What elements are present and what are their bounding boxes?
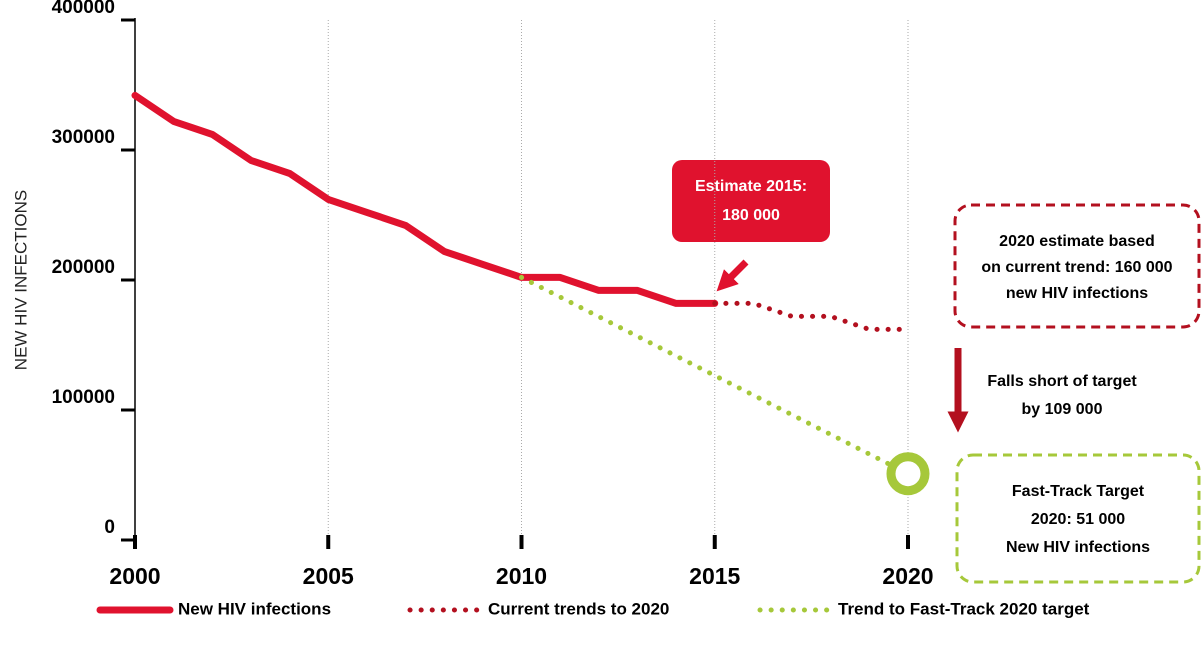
annotation-text: Fast-Track Target <box>1012 483 1145 500</box>
annotation-text: on current trend: 160 000 <box>981 259 1172 276</box>
annotation-text: 2020: 51 000 <box>1031 511 1125 528</box>
current-trend-box <box>953 203 1201 329</box>
series-line <box>131 91 719 307</box>
legend-label: Trend to Fast-Track 2020 target <box>838 599 1090 618</box>
x-tick-label: 2000 <box>109 563 160 589</box>
target-marker <box>886 452 930 496</box>
x-tick-label: 2005 <box>303 563 354 589</box>
annotation-text: Falls short of target <box>987 373 1137 390</box>
y-axis-label: NEW HIV INFECTIONS <box>11 190 30 370</box>
annotation-text: Estimate 2015: <box>695 178 807 195</box>
estimate-arrow <box>716 259 749 292</box>
annotation-text: 180 000 <box>722 207 780 224</box>
annotation-text: New HIV infections <box>1006 539 1150 556</box>
y-tick-label: 0 <box>104 517 115 538</box>
legend-label: Current trends to 2020 <box>488 599 669 618</box>
legend-label: New HIV infections <box>178 599 331 618</box>
series-line <box>712 300 911 332</box>
x-tick-label: 2010 <box>496 563 547 589</box>
annotation-text: by 109 000 <box>1022 401 1103 418</box>
y-tick-label: 200000 <box>52 257 115 278</box>
estimate-box <box>672 160 830 242</box>
y-tick-label: 100000 <box>52 387 115 408</box>
target-box <box>955 453 1201 584</box>
y-tick-label: 300000 <box>52 127 115 148</box>
annotation-text: new HIV infections <box>1006 285 1148 302</box>
x-tick-label: 2020 <box>882 563 933 589</box>
y-tick-label: 400000 <box>52 0 115 18</box>
x-tick-label: 2015 <box>689 563 740 589</box>
annotation-text: 2020 estimate based <box>999 233 1155 250</box>
